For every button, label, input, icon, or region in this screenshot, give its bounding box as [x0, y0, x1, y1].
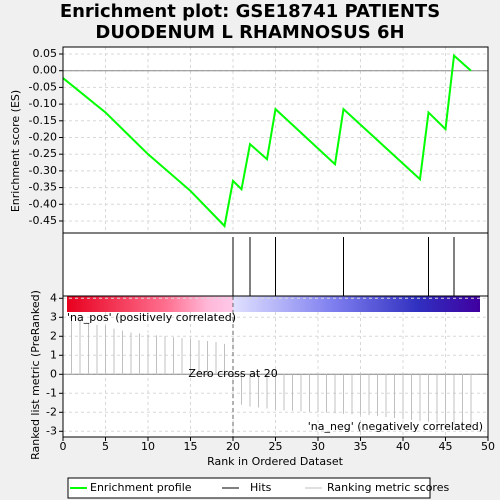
x-tick-label: 35 [354, 440, 368, 453]
x-tick-label: 20 [226, 440, 240, 453]
legend-label: Ranking metric scores [327, 481, 449, 494]
y-tick-label: -0.45 [29, 214, 57, 227]
y-tick-label: 3 [50, 310, 57, 323]
y-tick-label: -1 [46, 386, 57, 399]
y-tick-label: -0.10 [29, 97, 57, 110]
legend-label: Hits [250, 481, 272, 494]
x-axis-label: Rank in Ordered Dataset [207, 455, 344, 468]
pos-label: 'na_pos' (positively correlated) [67, 311, 236, 324]
x-tick-label: 10 [141, 440, 155, 453]
y-tick-label: -0.25 [29, 147, 57, 160]
y-tick-label: -0.15 [29, 114, 57, 127]
zero-cross-label: Zero cross at 20 [188, 367, 277, 380]
enrichment-line [62, 53, 472, 229]
legend-label: Enrichment profile [90, 481, 192, 494]
x-tick-label: 0 [60, 440, 67, 453]
y-tick-label: 1 [50, 348, 57, 361]
x-tick-label: 30 [311, 440, 325, 453]
x-tick-label: 40 [396, 440, 410, 453]
x-tick-label: 50 [481, 440, 495, 453]
y-tick-label: -0.40 [29, 197, 57, 210]
neg-label: 'na_neg' (negatively correlated) [308, 420, 483, 433]
y-tick-label: 4 [50, 291, 57, 304]
x-tick-label: 15 [184, 440, 198, 453]
rank-heatmap-neg [233, 296, 480, 312]
x-tick-label: 45 [439, 440, 453, 453]
y-axis-label: Ranked list metric (PreRanked) [29, 290, 42, 460]
y-tick-label: -3 [46, 424, 57, 437]
legend [67, 477, 431, 499]
panel-frame [62, 295, 489, 438]
y-tick-label: 0.00 [33, 64, 58, 77]
y-tick-label: -0.05 [29, 80, 57, 93]
y-tick-label: 2 [50, 329, 57, 342]
y-tick-label: -0.20 [29, 130, 57, 143]
y-tick-label: -0.30 [29, 164, 57, 177]
y-tick-label: 0 [50, 367, 57, 380]
chart-title: DUODENUM L RHAMNOSUS 6H [95, 22, 404, 43]
x-tick-label: 25 [269, 440, 283, 453]
rank-heatmap-pos [67, 296, 233, 312]
y-tick-label: -2 [46, 405, 57, 418]
chart-title: Enrichment plot: GSE18741 PATIENTS [60, 1, 440, 22]
y-tick-label: -0.35 [29, 181, 57, 194]
x-tick-label: 5 [102, 440, 109, 453]
y-axis-label: Enrichment score (ES) [9, 90, 22, 212]
y-tick-label: 0.05 [33, 47, 58, 60]
